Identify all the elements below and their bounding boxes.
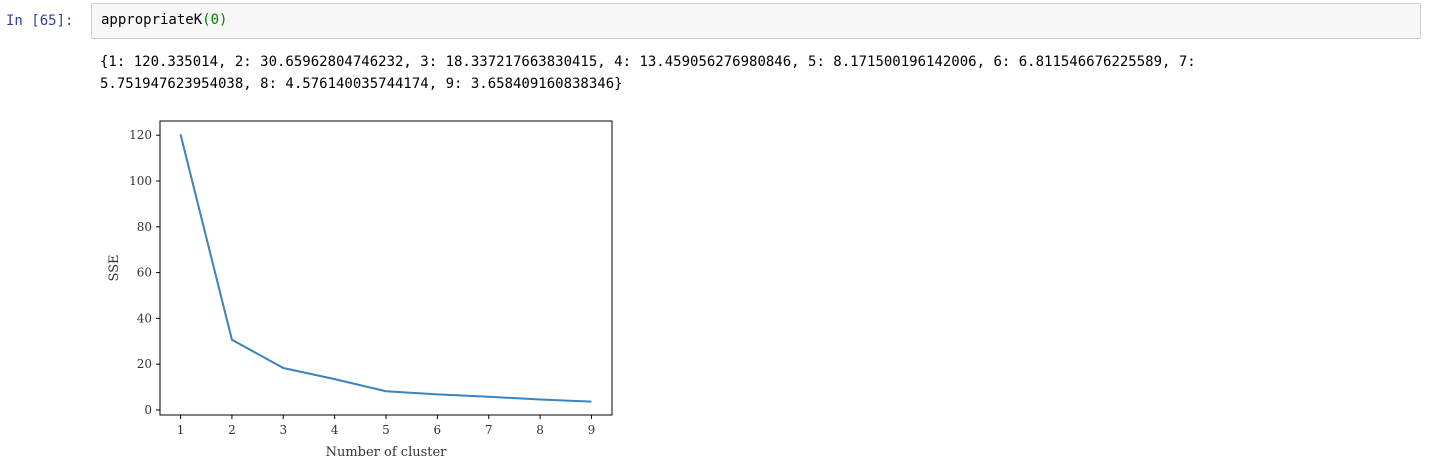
- code-argument: 0: [210, 12, 220, 28]
- y-tick-label: 120: [129, 128, 152, 142]
- plot-frame: [159, 120, 613, 416]
- x-tick-label: 9: [588, 423, 596, 437]
- y-axis-label: SSE: [107, 254, 122, 281]
- x-tick-label: 4: [331, 423, 339, 437]
- cell-prompt: In [65]:: [6, 13, 74, 29]
- x-tick-label: 5: [382, 423, 390, 437]
- y-tick-label: 60: [137, 266, 152, 280]
- x-tick-label: 6: [434, 423, 442, 437]
- x-tick-label: 1: [177, 423, 185, 437]
- x-tick-label: 7: [485, 423, 493, 437]
- y-tick-label: 100: [129, 174, 152, 188]
- y-tick-label: 20: [137, 357, 152, 371]
- code-function-name: appropriateK: [101, 12, 203, 28]
- chart-svg: 0 20 40 60 80 100 120 1 2 3 4 5 6 7 8 9 Number of cluste…: [107, 120, 613, 459]
- x-tick-label: 8: [536, 423, 544, 437]
- x-axis-label: Number of cluster: [326, 445, 448, 459]
- code-open-paren: (: [202, 12, 211, 28]
- x-tick-label: 3: [279, 423, 287, 437]
- code-close-paren: ): [219, 12, 228, 28]
- code-line[interactable]: appropriateK(0): [101, 12, 227, 28]
- cell-output-text: {1: 120.335014, 2: 30.65962804746232, 3:…: [100, 51, 1196, 95]
- code-input-cell[interactable]: appropriateK(0): [91, 3, 1421, 39]
- y-tick-label: 40: [137, 311, 152, 325]
- x-tick-label: 2: [228, 423, 236, 437]
- y-tick-label: 0: [144, 403, 152, 417]
- output-line-2: 5.751947623954038, 8: 4.576140035744174,…: [100, 76, 623, 92]
- sse-elbow-chart: 0 20 40 60 80 100 120 1 2 3 4 5 6 7 8 9 Number of cluste…: [96, 110, 636, 459]
- output-line-1: {1: 120.335014, 2: 30.65962804746232, 3:…: [100, 54, 1196, 70]
- y-tick-label: 80: [137, 220, 152, 234]
